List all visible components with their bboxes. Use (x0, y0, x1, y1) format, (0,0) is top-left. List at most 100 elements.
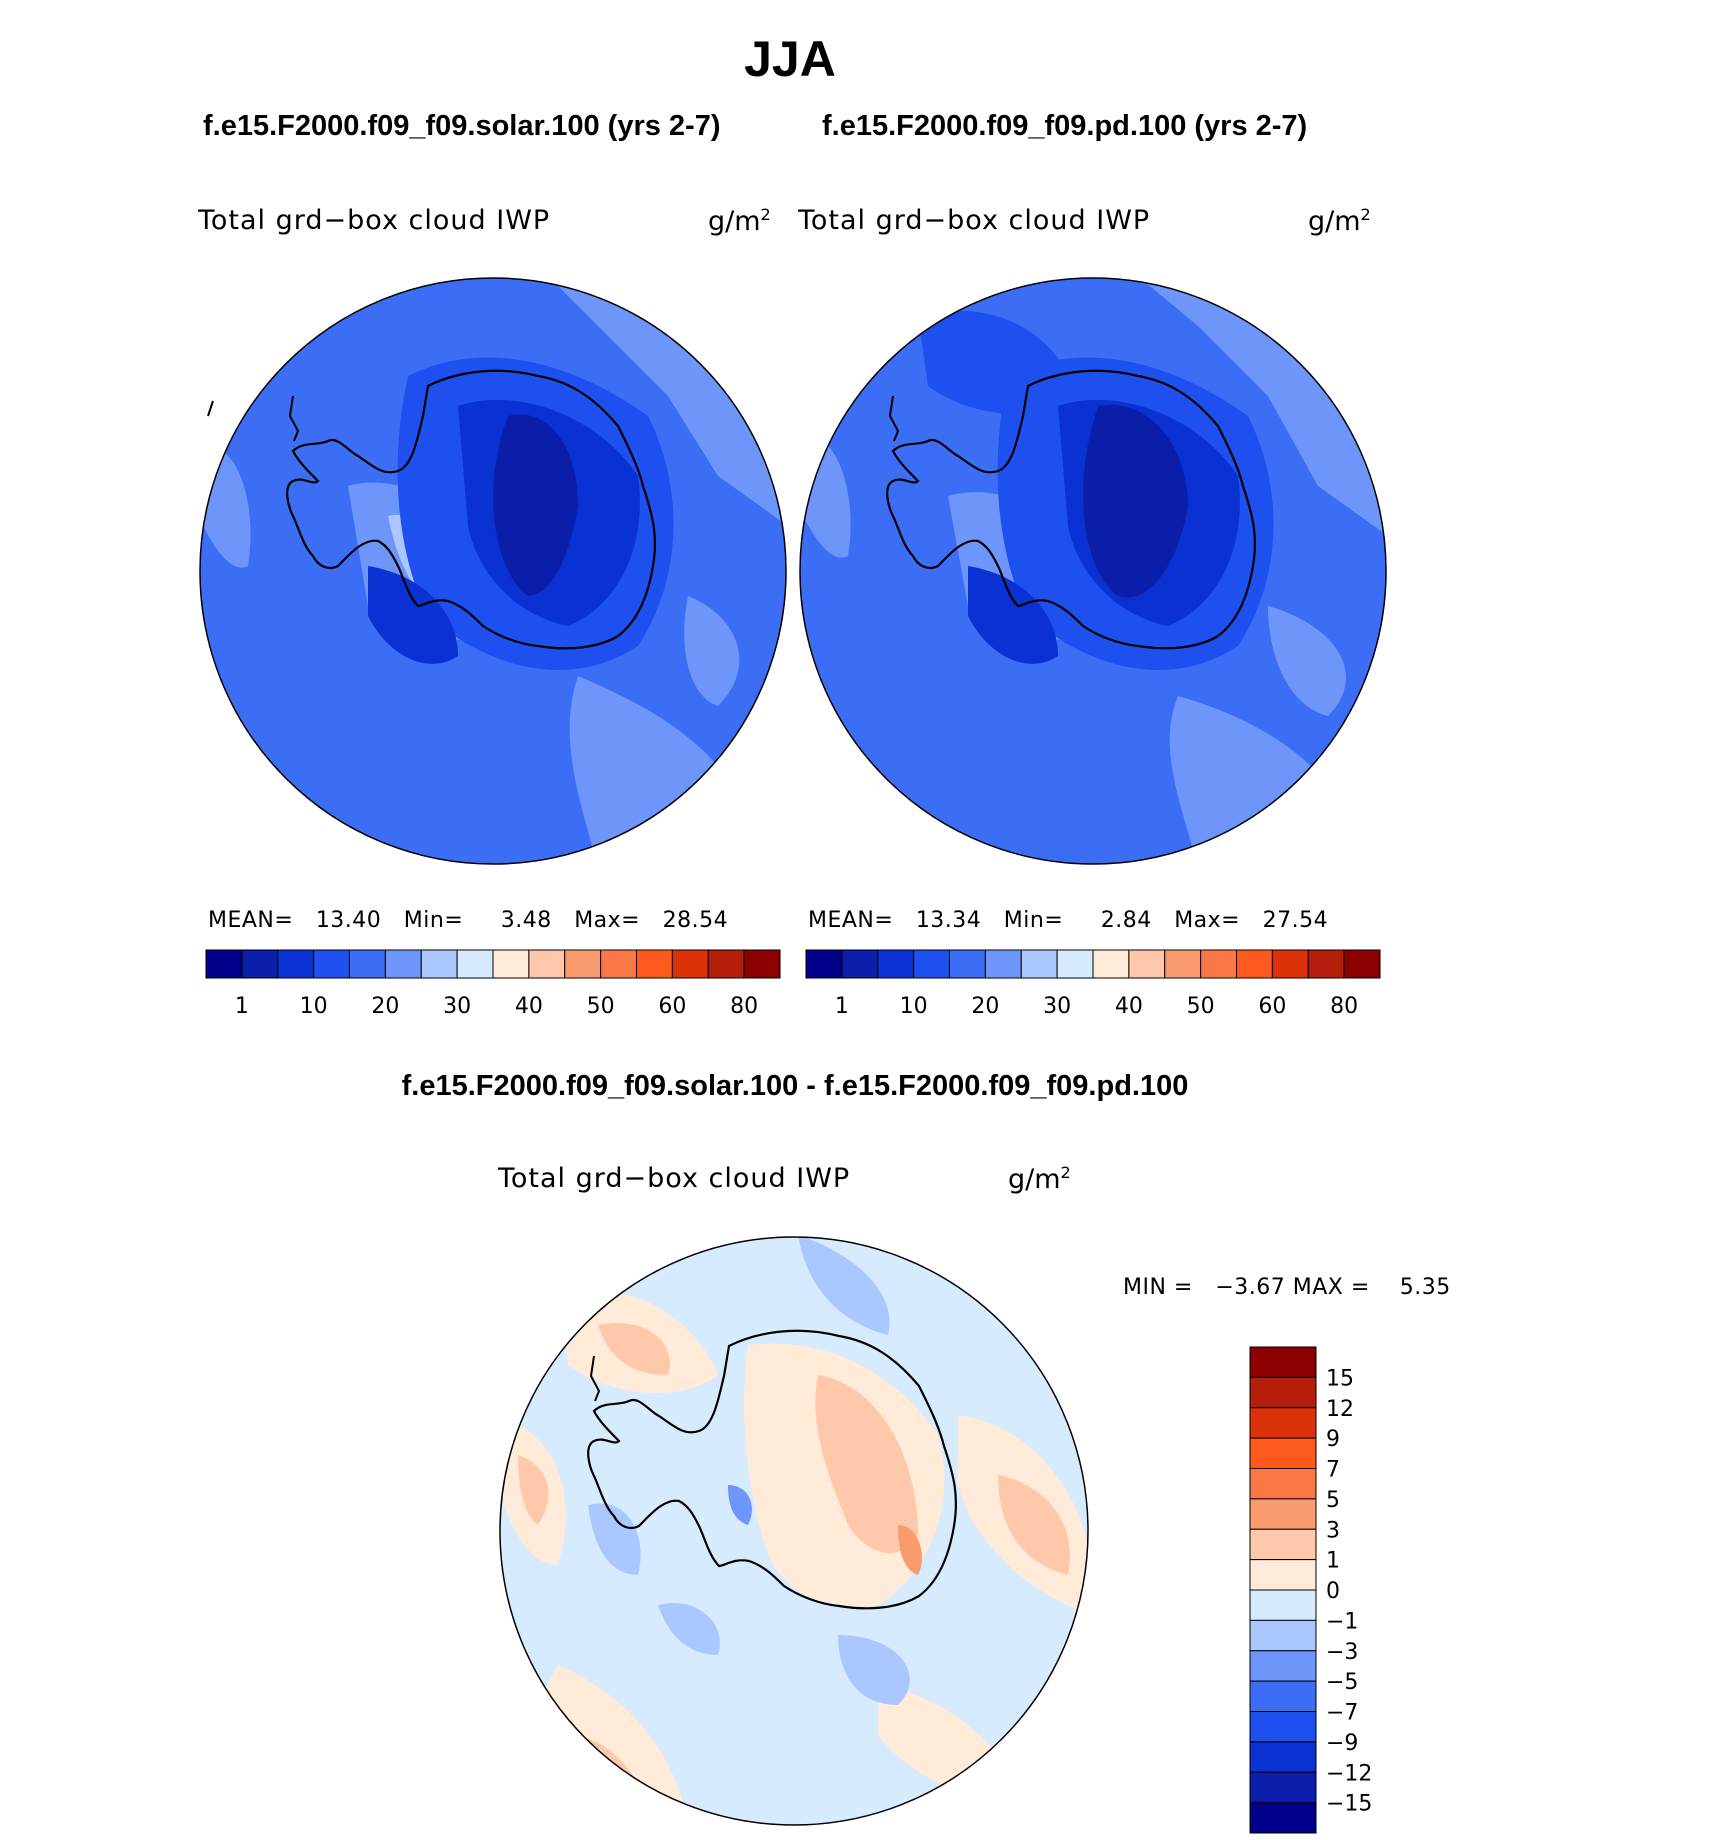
diff-colorbar-color-box-5 (1249, 1498, 1317, 1530)
panel-2-colorbar-tick-label-2: 20 (971, 994, 999, 1018)
panel-2-min-value: 2.84 (1100, 908, 1152, 933)
diff-field-south-neg (838, 1635, 910, 1705)
panel-1-max-value: 28.54 (662, 908, 729, 933)
panel-1-mean-label: MEAN= (208, 908, 294, 933)
diff-field-continent-pos-strong (815, 1375, 918, 1554)
panel-1-colorbar-color-box-6 (420, 949, 458, 979)
diff-colorbar-color-box-4 (1249, 1468, 1317, 1500)
diff-max-value: 5.35 (1399, 1275, 1451, 1300)
panel-2-colorbar-color-box-3 (913, 949, 950, 979)
diff-field-continent-max (898, 1525, 922, 1575)
panel-2-map (799, 277, 1387, 865)
panel-2-field-continent-core (1083, 404, 1188, 598)
diff-colorbar-color-box-8 (1249, 1589, 1317, 1621)
panel-2-colorbar-color-box-6 (1020, 949, 1058, 979)
diff-units-label: g/m2 (1008, 1163, 1071, 1195)
diff-colorbar-tick-label-6: 1 (1326, 1549, 1340, 1574)
panel-2-colorbar-color-box-8 (1092, 949, 1130, 979)
panel-2-stats: MEAN= 13.34 Min= 2.84 Max= 27.54 (808, 908, 1328, 933)
diff-map-border (499, 1236, 1089, 1826)
diff-coastline (587, 1329, 958, 1610)
diff-stats: MIN = −3.67 MAX = 5.35 (1123, 1275, 1451, 1300)
diff-title: f.e15.F2000.f09_f09.solar.100 - f.e15.F2… (401, 1070, 1189, 1102)
diff-colorbar-tick-label-13: −12 (1326, 1761, 1372, 1786)
panel-1-colorbar-color-box-2 (277, 949, 315, 979)
panel-1-field-continent-core (493, 414, 578, 596)
panel-1-colorbar-tick-label-5: 50 (587, 994, 615, 1018)
panel-1-coastline-peninsula (288, 395, 300, 442)
diff-colorbar-color-box-9 (1249, 1619, 1317, 1652)
panel-2-colorbar-color-box-7 (1056, 949, 1094, 979)
diff-field-w-neg (588, 1503, 641, 1575)
panel-2-units-label: g/m2 (1308, 205, 1371, 237)
diff-colorbar-color-box-11 (1249, 1680, 1317, 1712)
diff-colorbar-tick-label-1: 12 (1326, 1397, 1354, 1422)
panel-1-variable-label: Total grd−box cloud IWP (198, 205, 551, 236)
diff-colorbar-color-box-3 (1249, 1437, 1317, 1469)
diff-max-label: MAX = (1292, 1275, 1370, 1300)
panel-2-colorbar-color-box-1 (841, 949, 879, 979)
diff-colorbar-color-box-13 (1249, 1741, 1317, 1773)
panel-1-colorbar-tick-label-4: 40 (515, 994, 543, 1018)
panel-1-colorbar-color-box-14 (707, 949, 745, 979)
diff-colorbar-tick-label-7: 0 (1326, 1579, 1340, 1604)
panel-1-colorbar-color-box-12 (636, 949, 673, 979)
panel-2-field-east-light (1268, 606, 1346, 716)
diff-colorbar-color-box-0 (1249, 1346, 1317, 1378)
panel-2-max-label: Max= (1174, 908, 1241, 933)
panel-1-colorbar-color-box-15 (743, 949, 781, 979)
diff-field-min (728, 1485, 752, 1525)
panel-2-colorbar-color-box-9 (1128, 949, 1166, 979)
panel-2-colorbar-tick-label-6: 60 (1258, 994, 1286, 1018)
diff-colorbar-color-box-15 (1249, 1802, 1317, 1834)
panel-2-colorbar-color-box-2 (877, 949, 915, 979)
diff-colorbar-color-box-12 (1249, 1711, 1317, 1743)
diff-field-north-neg (798, 1237, 890, 1335)
panel-1-map (199, 277, 787, 865)
diff-colorbar-tick-label-10: −5 (1326, 1670, 1358, 1695)
diff-colorbar-color-box-7 (1249, 1559, 1317, 1591)
diff-colorbar-tick-label-0: 15 (1326, 1366, 1354, 1391)
diff-coastline-peninsula (589, 1355, 601, 1402)
diff-field-w-pos-strong (518, 1455, 549, 1525)
panel-2-colorbar-color-box-10 (1164, 949, 1202, 979)
diff-colorbar-tick-label-8: −1 (1326, 1609, 1358, 1634)
panel-1-coastline-island (207, 400, 214, 417)
panel-1-case-title: f.e15.F2000.f09_f09.solar.100 (yrs 2-7) (203, 110, 721, 142)
diff-colorbar-tick-label-3: 7 (1326, 1458, 1340, 1483)
panel-1-colorbar-color-box-9 (528, 949, 566, 979)
panel-2-colorbar-tick-label-3: 30 (1043, 994, 1071, 1018)
panel-1-colorbar-tick-label-7: 80 (730, 994, 758, 1018)
panel-1-coastline (286, 369, 657, 650)
panel-1-colorbar-color-box-7 (456, 949, 494, 979)
panel-2-colorbar-color-box-15 (1343, 949, 1381, 979)
panel-2-variable-label: Total grd−box cloud IWP (798, 205, 1151, 236)
panel-1-stats: MEAN= 13.40 Min= 3.48 Max= 28.54 (208, 908, 728, 933)
panel-2-mean-value: 13.34 (915, 908, 982, 933)
panel-1-colorbar-color-box-8 (492, 949, 530, 979)
panel-1-colorbar-tick-label-2: 20 (371, 994, 399, 1018)
panel-2-coastline-peninsula (888, 395, 900, 442)
panel-2-colorbar-tick-label-4: 40 (1115, 994, 1143, 1018)
diff-colorbar-color-box-14 (1249, 1771, 1317, 1804)
panel-2-colorbar-tick-label-1: 10 (900, 994, 928, 1018)
panel-1-colorbar: 1 10 20 30 40 50 60 80 (205, 949, 781, 1018)
panel-2-colorbar-tick-label-5: 50 (1187, 994, 1215, 1018)
panel-1-colorbar-color-box-10 (564, 949, 602, 979)
diff-colorbar-color-box-6 (1249, 1528, 1317, 1561)
panel-1-colorbar-color-box-0 (205, 949, 243, 979)
panel-2-coastline (886, 369, 1257, 650)
panel-2-case-title: f.e15.F2000.f09_f09.pd.100 (yrs 2-7) (822, 110, 1308, 142)
diff-colorbar-tick-label-2: 9 (1326, 1427, 1340, 1452)
panel-2-colorbar-tick-label-0: 1 (835, 994, 849, 1018)
panel-1-colorbar-tick-label-0: 1 (235, 994, 249, 1018)
panel-2-min-label: Min= (1003, 908, 1064, 933)
panel-1-colorbar-color-box-1 (241, 949, 279, 979)
panel-1-colorbar-color-box-11 (600, 949, 637, 979)
panel-2-colorbar-tick-label-7: 80 (1330, 994, 1358, 1018)
panel-1-field-east-light (684, 596, 740, 706)
diff-colorbar-tick-label-9: −3 (1326, 1640, 1358, 1665)
diff-field-ross-neg (658, 1603, 720, 1655)
panel-2-colorbar-color-box-12 (1236, 949, 1273, 979)
panel-2-colorbar-color-box-4 (949, 949, 986, 979)
